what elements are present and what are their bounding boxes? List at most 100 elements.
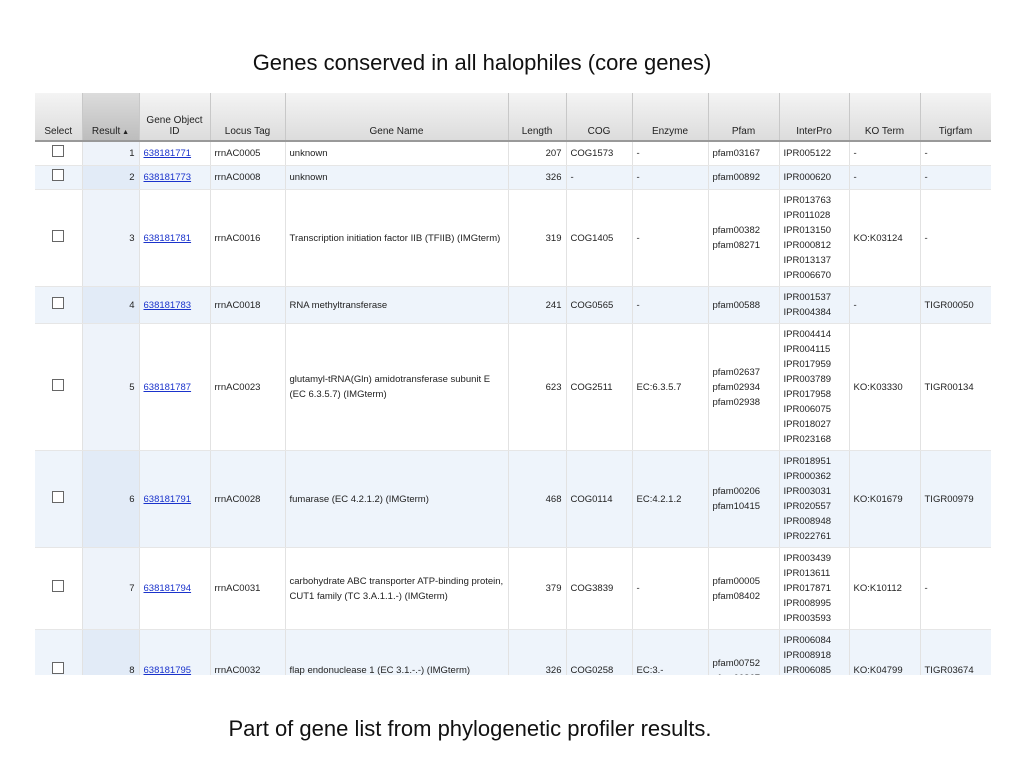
column-header[interactable]: Gene Object ID [139,93,211,142]
tigrfam: TIGR03674 [924,665,974,675]
gene-name: flap endonuclease 1 (EC 3.1.-.-) (IMGter… [289,665,471,675]
length-cell: 326 [508,165,567,190]
gene-object-id-cell: 638181795 [139,629,211,675]
table-row: 6 638181791 rrnAC0028 fumarase (EC 4.2.1.2)… [35,450,991,548]
pfam-id: pfam00005 [712,575,761,587]
gene-link[interactable]: 638181773 [143,172,192,183]
ko-term: - [853,299,857,311]
gene-name-cell: unknown [285,141,509,166]
interpro-id: IPR013763 [783,195,832,206]
column-header[interactable]: Gene Name [285,93,509,142]
gene-link[interactable]: 638181791 [143,493,192,505]
tigrfam-cell: - [920,141,991,166]
column-header[interactable]: InterPro [779,93,850,142]
interpro-id: IPR000812 [783,240,832,251]
pfam-id: pfam02938 [712,396,761,408]
gene-name-cell: Transcription initiation factor IIB (TFI… [285,189,509,287]
locus-tag: rrnAC0023 [214,381,261,393]
row-checkbox[interactable] [52,229,65,242]
gene-link[interactable]: 638181795 [143,665,192,675]
column-header[interactable]: Tigrfam [920,93,991,142]
cog: COG0258 [570,665,614,675]
ko-term: KO:K03330 [853,381,903,393]
row-checkbox[interactable] [52,662,65,674]
tigrfam: - [924,148,928,159]
pfam-id: pfam02934 [712,381,761,393]
interpro-id: IPR017871 [783,583,832,594]
cog: COG0114 [570,493,613,505]
row-checkbox[interactable] [52,296,65,309]
gene-name-cell: carbohydrate ABC transporter ATP-binding… [285,547,509,630]
locus-tag: rrnAC0008 [214,172,261,183]
row-checkbox[interactable] [52,490,65,503]
result: 4 [129,299,135,311]
pfam-id: pfam00892 [712,172,761,183]
column-header[interactable]: COG [566,93,633,142]
table-row: 3 638181781 rrnAC0016 Transcription initiat… [35,189,991,287]
enzyme-cell: - [632,141,709,166]
interpro-id: IPR001537 [783,292,832,303]
row-checkbox[interactable] [52,169,65,181]
interpro-id: IPR000620 [783,172,832,183]
pfam-id: pfam03167 [712,148,761,159]
tigrfam-cell: TIGR00979 [920,450,991,548]
gene-name: RNA methyltransferase [289,299,388,311]
column-header[interactable]: Enzyme [632,93,709,142]
column-header[interactable]: Select [35,93,83,142]
gene-object-id-cell: 638181787 [139,323,211,451]
table-body: 1 638181771 rrnAC0005 unknown 207 COG1573 - pfa… [35,141,991,675]
enzyme: EC:3.- [636,665,664,675]
row-checkbox[interactable] [52,145,65,157]
slide-caption: Part of gene list from phylogenetic prof… [228,716,712,741]
column-header[interactable]: Length [508,93,567,142]
gene-name-cell: fumarase (EC 4.2.1.2) (IMGterm) [285,450,509,548]
pfam-id: pfam00206 [712,486,761,497]
length-cell: 207 [508,141,567,166]
length-cell: 379 [508,547,567,630]
locus-tag-cell: rrnAC0028 [210,450,286,548]
interpro-id: IPR008948 [783,516,832,527]
length: 468 [545,493,562,505]
column-header-label: Result [91,126,121,137]
select-cell [35,450,83,548]
column-header-label: Tigrfam [938,126,973,137]
enzyme: - [636,299,640,311]
pfam-id: pfam00382 [712,225,761,236]
gene-link[interactable]: 638181771 [143,148,192,159]
column-header[interactable]: Result ▲ [82,93,140,142]
ko-term-cell: KO:K03330 [849,323,921,451]
interpro-id: IPR013611 [783,568,831,579]
gene-link[interactable]: 638181783 [143,299,192,311]
ko-term-cell: KO:K01679 [849,450,921,548]
result: 3 [129,232,135,244]
cog-cell: COG1405 [566,189,633,287]
table-row: 8 638181795 rrnAC0032 flap endonuclease 1 (… [35,629,991,676]
gene-object-id-cell: 638181771 [139,141,211,166]
pfam-cell: pfam03167 [708,141,780,166]
tigrfam: - [924,172,928,183]
column-header[interactable]: Locus Tag [210,93,286,142]
result-cell: 3 [82,189,140,287]
gene-link[interactable]: 638181794 [143,583,192,594]
row-checkbox[interactable] [52,378,65,391]
pfam-cell: pfam00752 pfam00867 [708,629,780,676]
interpro-id: IPR018027 [783,419,832,430]
pfam-id: pfam02637 [712,366,761,378]
interpro-cell: IPR004414 IPR004115 IPR017959 IPR003789 IPR0… [779,323,850,451]
column-header[interactable]: KO Term [849,93,921,142]
ko-term: KO:K04799 [853,665,903,675]
pfam-id: pfam10415 [712,501,761,512]
length-cell: 319 [508,189,567,287]
gene-object-id-cell: 638181781 [139,189,211,287]
gene-link[interactable]: 638181781 [143,232,192,244]
interpro-id: IPR004414 [783,329,832,340]
gene-link[interactable]: 638181787 [143,381,192,393]
gene-name: fumarase (EC 4.2.1.2) (IMGterm) [289,493,429,505]
row-checkbox[interactable] [52,580,65,592]
length: 623 [545,381,562,393]
locus-tag: rrnAC0028 [214,493,261,505]
column-header[interactable]: Pfam [708,93,780,142]
pfam-id: pfam00867 [713,671,775,676]
result: 5 [129,381,135,393]
table-row: 5 638181787 rrnAC0023 glutamyl-tRNA(Gln) am… [35,323,991,451]
